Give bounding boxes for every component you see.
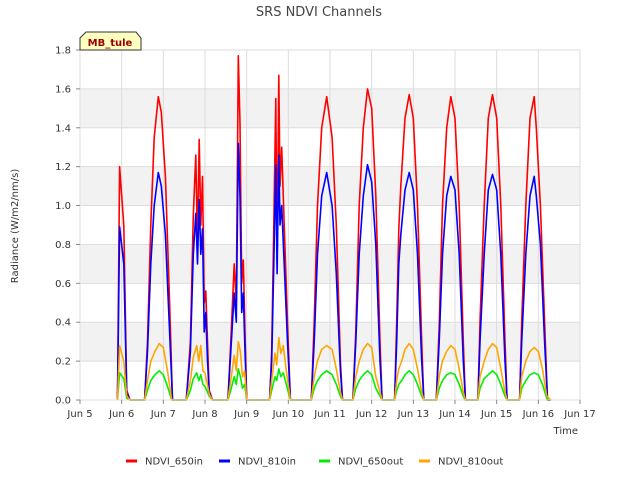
legend-swatch — [126, 459, 137, 463]
x-tick-label: Jun 11 — [313, 409, 346, 420]
x-tick-label: Jun 15 — [480, 409, 513, 420]
x-tick-label: Jun 5 — [66, 409, 92, 420]
y-tick-label: 1.8 — [55, 46, 71, 57]
series-line-ndvi-810in — [116, 142, 551, 401]
x-tick-label: Jun 8 — [191, 409, 217, 420]
y-axis-ticks: 0.0 0.2 0.4 0.6 0.8 1.0 1.2 1.4 1.6 1.8 — [55, 46, 80, 407]
chart-title: SRS NDVI Channels — [256, 5, 382, 20]
y-tick-label: 1.6 — [55, 84, 71, 95]
series-line-ndvi-650out — [116, 368, 552, 401]
station-badge: MB_tule — [79, 31, 142, 51]
legend-label: NDVI_810out — [438, 457, 503, 468]
legend: NDVI_650in NDVI_810in NDVI_650out NDVI_810o… — [126, 457, 503, 468]
x-tick-label: Jun 12 — [355, 409, 388, 420]
y-tick-label: 0.4 — [55, 318, 71, 329]
x-axis-label: Time — [553, 426, 578, 437]
legend-label: NDVI_810in — [238, 457, 296, 468]
legend-label: NDVI_650out — [338, 457, 403, 468]
legend-swatch — [319, 459, 330, 463]
y-tick-label: 1.4 — [55, 123, 71, 134]
station-badge-label: MB_tule — [88, 38, 133, 49]
station-badge-shape — [79, 31, 142, 51]
x-tick-label: Jun 14 — [438, 409, 471, 420]
x-tick-label: Jun 13 — [397, 409, 430, 420]
legend-swatch — [219, 459, 230, 463]
y-axis-label: Radiance (W/m2/nm/s) — [10, 169, 21, 284]
x-axis-ticks: Jun 5 Jun 6 Jun 7 Jun 8 Jun 9 Jun 10 Jun 11 Jun… — [66, 400, 596, 420]
series-line-ndvi-810out — [116, 337, 552, 401]
y-tick-label: 0.0 — [55, 396, 71, 407]
x-tick-label: Jun 10 — [272, 409, 305, 420]
x-tick-label: Jun 17 — [563, 409, 596, 420]
y-tick-label: 1.0 — [55, 201, 71, 212]
series-layer — [116, 55, 552, 401]
x-tick-label: Jun 16 — [522, 409, 555, 420]
y-tick-label: 0.8 — [55, 240, 71, 251]
legend-swatch — [419, 459, 430, 463]
x-tick-label: Jun 7 — [150, 409, 176, 420]
x-tick-label: Jun 9 — [233, 409, 259, 420]
y-tick-label: 1.2 — [55, 162, 71, 173]
x-tick-label: Jun 6 — [108, 409, 134, 420]
y-tick-label: 0.2 — [55, 357, 71, 368]
legend-label: NDVI_650in — [145, 457, 203, 468]
y-tick-label: 0.6 — [55, 279, 71, 290]
